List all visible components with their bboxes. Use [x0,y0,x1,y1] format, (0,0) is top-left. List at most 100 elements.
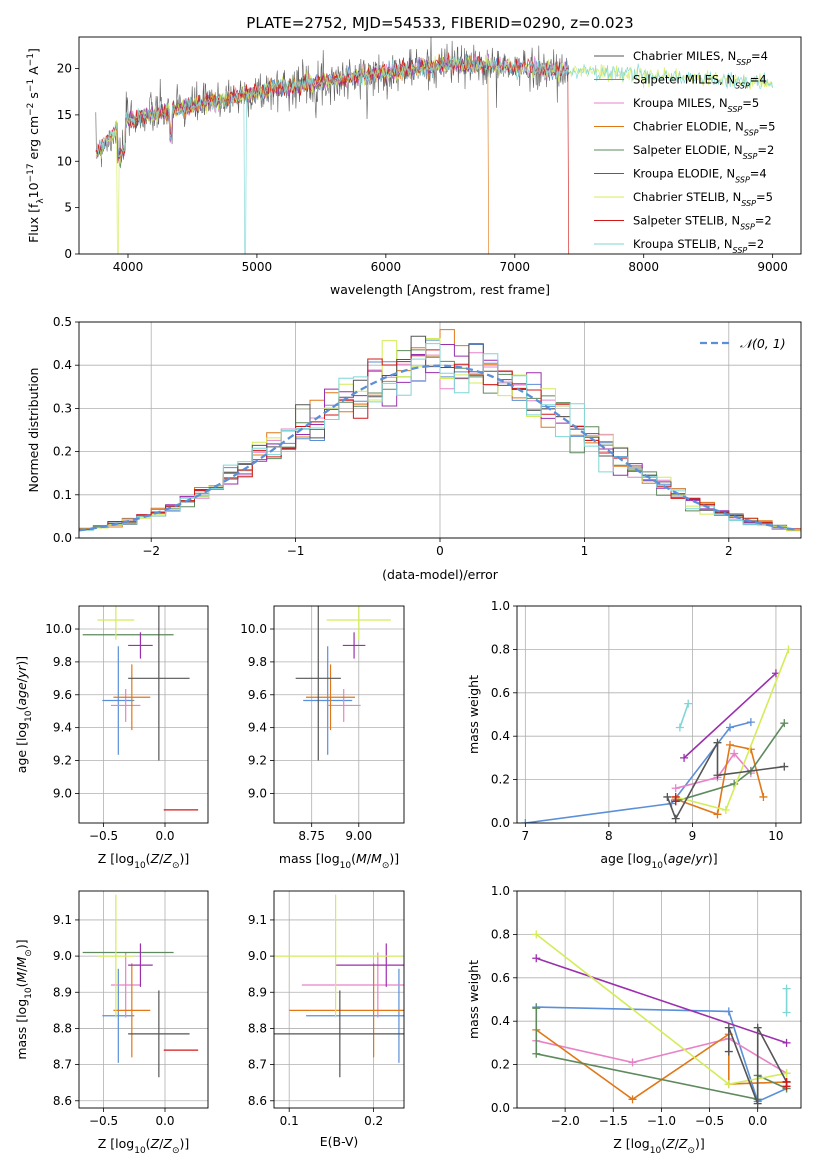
x-tick-label: 0.0 [155,829,174,843]
y-tick-label: 8.7 [248,1058,267,1072]
axes-frame [273,890,405,1109]
weight-line-kroupa-stelib [675,699,693,732]
x-axis-label: Z [log10(Z/Z⊙)] [98,1136,190,1156]
weight-marker [782,1038,791,1047]
legend-entry: Salpeter MILES, NSSP=4 [633,73,767,91]
weight-marker [782,1069,791,1078]
y-tick-label: 0.4 [491,1014,510,1028]
weight-line [525,721,752,823]
weight-marker [780,719,789,728]
x-tick-label: 0.0 [748,1114,767,1128]
weight-line [536,957,787,1044]
errorbar-chabrier-miles [306,968,404,1063]
panel-age_vs_Z: −0.5 0.0 9.0 9.2 9.4 9.6 9.8 10.0 Z [log10(Z/Z⊙)… [14,605,209,871]
spectrum-line-kroupa-stelib [95,54,773,254]
y-tick-label: 8.7 [53,1058,72,1072]
weight-line-salpeter-elodie [680,669,780,762]
panel-age_vs_mass: 8.75 9.00 9.0 9.2 9.4 9.6 9.8 10.0 mass [log10(M… [240,605,405,871]
legend-entry: Kroupa ELODIE, NSSP=4 [633,167,767,185]
weight-marker [532,954,541,963]
weight-line [675,722,785,803]
x-axis-label: Z [log10(Z/Z⊙)] [98,851,190,871]
weight-marker [724,1047,733,1056]
x-axis-label: E(B-V) [320,1134,359,1149]
errorbar-kroupa-miles [289,963,404,1058]
x-tick-label: −2.0 [551,1114,580,1128]
weight-marker [680,753,689,762]
y-tick-label: 8.9 [248,985,267,999]
y-tick-label: 8.8 [53,1021,72,1035]
y-tick-label: 20 [57,62,72,76]
axes-frame [516,890,802,1109]
axes-frame [78,321,802,539]
axes-frame [516,605,802,824]
y-tick-label: 8.9 [53,985,72,999]
weight-marker [724,1007,733,1016]
weight-marker [782,984,791,993]
errorbar-salpeter-elodie [128,943,153,987]
y-axis-label: mass weight [466,675,481,754]
weight-line-chabrier-stelib [724,1023,791,1108]
weight-line [679,703,689,728]
legend-entry: Chabrier ELODIE, NSSP=5 [633,120,775,138]
x-tick-label: 4000 [113,260,144,274]
errorbar-salpeter-elodie [128,632,153,659]
weight-marker [684,699,693,708]
weight-line-kroupa-stelib [782,984,791,1017]
plot-area [79,329,801,532]
x-tick-label: 6000 [371,260,402,274]
y-tick-label: 10.0 [45,622,72,636]
plot-area [82,606,199,811]
y-tick-label: 0.8 [491,642,510,656]
axes-frame [273,605,405,824]
x-tick-label: −0.5 [89,1114,118,1128]
y-tick-label: 1.0 [491,599,510,613]
y-axis-label: mass [log10(M/M⊙)] [14,939,34,1059]
y-tick-label: 0.2 [491,1058,510,1072]
normal-curve [79,364,799,532]
spectrum-line-chabrier-stelib [95,37,569,168]
weight-marker [671,784,680,793]
weight-marker [675,723,684,732]
y-tick-label: 0.2 [53,445,72,459]
x-tick-label: 5000 [242,260,273,274]
weight-marker [724,1023,733,1032]
weight-line [683,672,777,759]
y-tick-label: 10.0 [240,622,267,636]
x-tick-label: 0 [436,544,444,558]
x-tick-label: 7000 [500,260,531,274]
axes-frame [78,36,802,255]
x-axis-label: Z [log10(Z/Z⊙)] [613,1136,705,1156]
x-tick-label: 0.1 [280,1114,299,1128]
y-tick-label: 0.0 [53,531,72,545]
weight-marker [628,1095,637,1104]
x-tick-label: 0.2 [364,1114,383,1128]
x-axis-label: wavelength [Angstrom, rest frame] [330,282,550,297]
y-tick-label: 9.6 [248,688,267,702]
errorbar-kroupa-miles [113,963,151,1058]
y-tick-label: 9.2 [248,754,267,768]
y-tick-label: 8.6 [248,1094,267,1108]
weight-marker [521,819,530,823]
weight-line-kroupa-elodie [532,930,791,1089]
y-tick-label: 9.0 [53,949,72,963]
errorbar-chabrier-stelib [128,606,190,761]
y-tick-label: 9.1 [53,913,72,927]
y-tick-label: 9.8 [248,655,267,669]
y-tick-label: 0 [64,247,72,261]
panel-mass_vs_Z: −0.5 0.0 8.6 8.7 8.8 8.9 9.0 9.1 Z [log10(Z/Z⊙)]… [14,890,209,1156]
x-tick-label: −1.0 [647,1114,676,1128]
weight-line-salpeter-stelib [782,1077,791,1091]
legend-entry: Kroupa STELIB, NSSP=2 [633,237,764,255]
y-tick-label: 0.3 [53,401,72,415]
legend-entry: Salpeter STELIB, NSSP=2 [633,214,772,232]
weight-marker [671,814,680,823]
plot-area [82,894,199,1078]
y-tick-label: 0.4 [53,358,72,372]
x-tick-label: 8.75 [298,829,325,843]
y-tick-label: 0.8 [491,927,510,941]
weight-line-salpeter-stelib [671,792,680,806]
legend-entry: Kroupa MILES, NSSP=5 [633,96,759,114]
weight-marker [780,762,789,771]
